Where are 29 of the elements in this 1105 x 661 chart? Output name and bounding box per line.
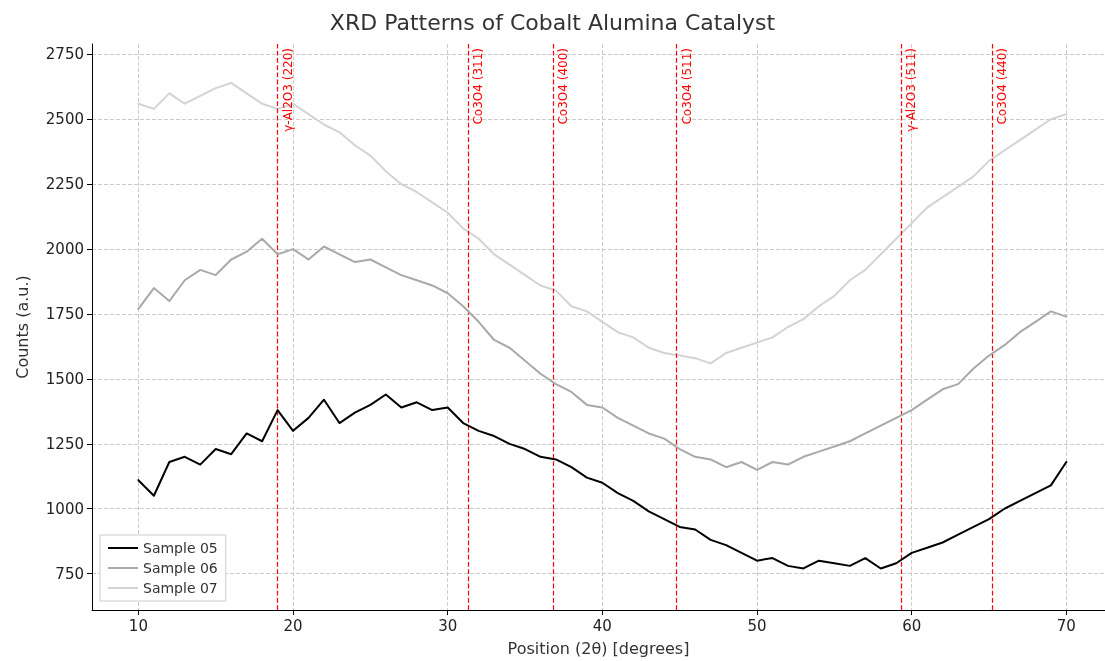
- x-axis-title: Position (2θ) [degrees]: [507, 638, 690, 658]
- y-tick-label: 2250: [45, 175, 84, 194]
- x-tick-label: 20: [283, 616, 303, 635]
- y-tick-label: 1250: [45, 434, 84, 453]
- y-tick-label: 2500: [45, 110, 84, 129]
- chart-title: XRD Patterns of Cobalt Alumina Catalyst: [329, 9, 776, 35]
- legend-label: Sample 06: [143, 560, 218, 576]
- ref-line-label: Co3O4 (400): [555, 48, 570, 125]
- y-tick-label: 2750: [45, 45, 84, 64]
- y-tick-label: 2000: [45, 240, 84, 259]
- x-tick-label: 50: [747, 616, 767, 635]
- ref-line-label: Co3O4 (511): [679, 48, 694, 125]
- x-tick-label: 10: [128, 616, 148, 635]
- ref-line-label: γ-Al2O3 (511): [903, 48, 918, 132]
- x-tick-label: 70: [1056, 616, 1076, 635]
- ref-line-label: Co3O4 (311): [470, 48, 485, 125]
- ref-line-label: γ-Al2O3 (220): [280, 48, 295, 132]
- line-series: [137, 237, 1068, 471]
- y-axis-title: Counts (a.u.): [12, 275, 32, 379]
- y-tick-label: 1000: [45, 499, 84, 518]
- legend-label: Sample 05: [143, 540, 218, 556]
- y-tick-label: 1500: [45, 369, 84, 388]
- x-tick-label: 40: [592, 616, 612, 635]
- x-tick-label: 30: [438, 616, 458, 635]
- x-tick-label: 60: [902, 616, 922, 635]
- ref-line-label: Co3O4 (440): [995, 48, 1010, 125]
- y-tick-label: 750: [55, 564, 84, 583]
- y-tick-label: 1750: [45, 305, 84, 324]
- legend-label: Sample 07: [143, 580, 218, 596]
